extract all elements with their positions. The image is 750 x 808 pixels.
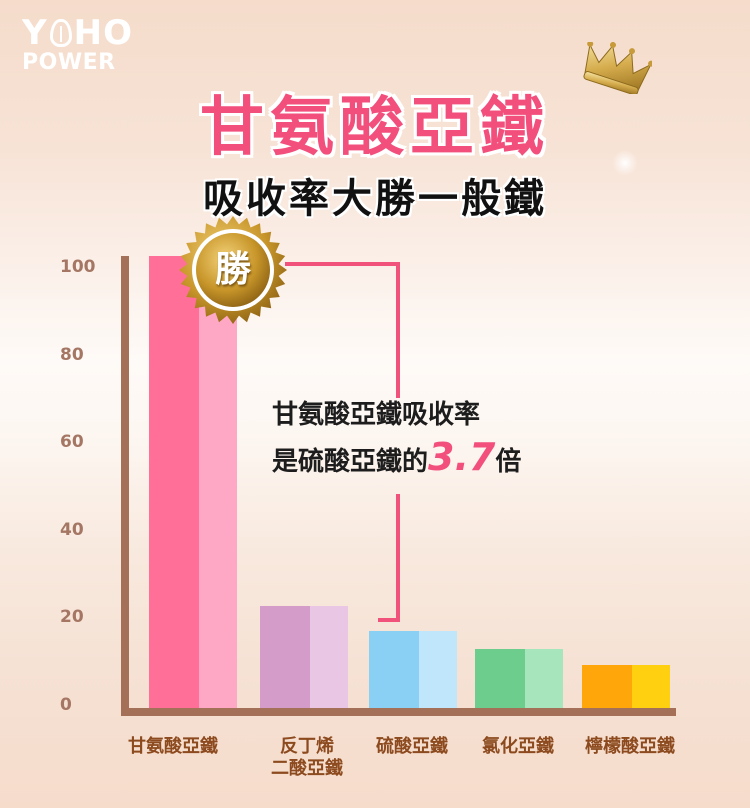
x-label-line: 甘氨酸亞鐵 [128,736,218,757]
page-subtitle: 吸收率大勝一般鐵 [203,176,547,222]
x-label-5: 檸檬酸亞鐵 [570,736,690,758]
x-label-2: 反丁烯 二酸亞鐵 [252,736,362,780]
bar-3 [369,631,457,708]
y-tick-0: 0 [60,695,72,715]
callout-line-2-suffix: 倍 [495,447,522,477]
bar-light-segment [310,606,348,708]
connector-upper-vertical [396,262,400,398]
bar-4 [475,649,563,708]
leaf-icon [49,19,72,47]
callout-line-1: 甘氨酸亞鐵吸收率 [272,400,481,430]
y-tick-80: 80 [60,345,84,365]
connector-bottom [378,618,400,622]
y-axis [121,256,129,716]
bar-dark-segment [149,256,199,708]
y-tick-100: 100 [60,257,96,277]
x-label-line: 硫酸亞鐵 [376,736,448,757]
bar-1 [149,256,237,708]
x-label-line: 檸檬酸亞鐵 [585,736,675,757]
x-label-1: 甘氨酸亞鐵 [108,736,238,758]
bar-dark-segment [369,631,419,708]
bar-dark-segment [582,665,632,708]
brand-logo: Y HO POWER [22,16,133,74]
callout-line-2-prefix: 是硫酸亞鐵的 [272,447,429,477]
y-tick-20: 20 [60,607,84,627]
logo-text-y: Y [22,13,48,53]
bar-light-segment [632,665,670,708]
connector-lower-vertical [396,494,400,622]
x-label-line: 氯化亞鐵 [482,736,554,757]
x-label-4: 氯化亞鐵 [468,736,568,758]
connector-top [285,262,400,266]
sparkle-icon [612,150,638,176]
bar-light-segment [525,649,563,708]
bar-light-segment [419,631,457,708]
bar-5 [582,665,670,708]
callout-line-2: 是硫酸亞鐵的3.7倍 [272,436,521,483]
bar-dark-segment [260,606,310,708]
page-title: 甘氨酸亞鐵 [200,91,550,165]
y-tick-60: 60 [60,432,84,452]
badge-label: 勝 [214,249,251,290]
x-label-3: 硫酸亞鐵 [362,736,462,758]
logo-text-power: POWER [22,50,116,75]
callout-ratio: 3.7 [428,435,496,479]
bar-2 [260,606,348,708]
x-label-line: 反丁烯 [280,736,334,757]
crown-icon [583,42,652,94]
y-tick-40: 40 [60,520,84,540]
logo-text-ho: HO [73,13,133,53]
bar-light-segment [199,256,237,708]
callout-text: 甘氨酸亞鐵吸收率 是硫酸亞鐵的3.7倍 [272,394,521,483]
bar-dark-segment [475,649,525,708]
winner-badge-icon [179,216,287,324]
x-axis [121,708,676,716]
x-label-line: 二酸亞鐵 [271,758,343,779]
